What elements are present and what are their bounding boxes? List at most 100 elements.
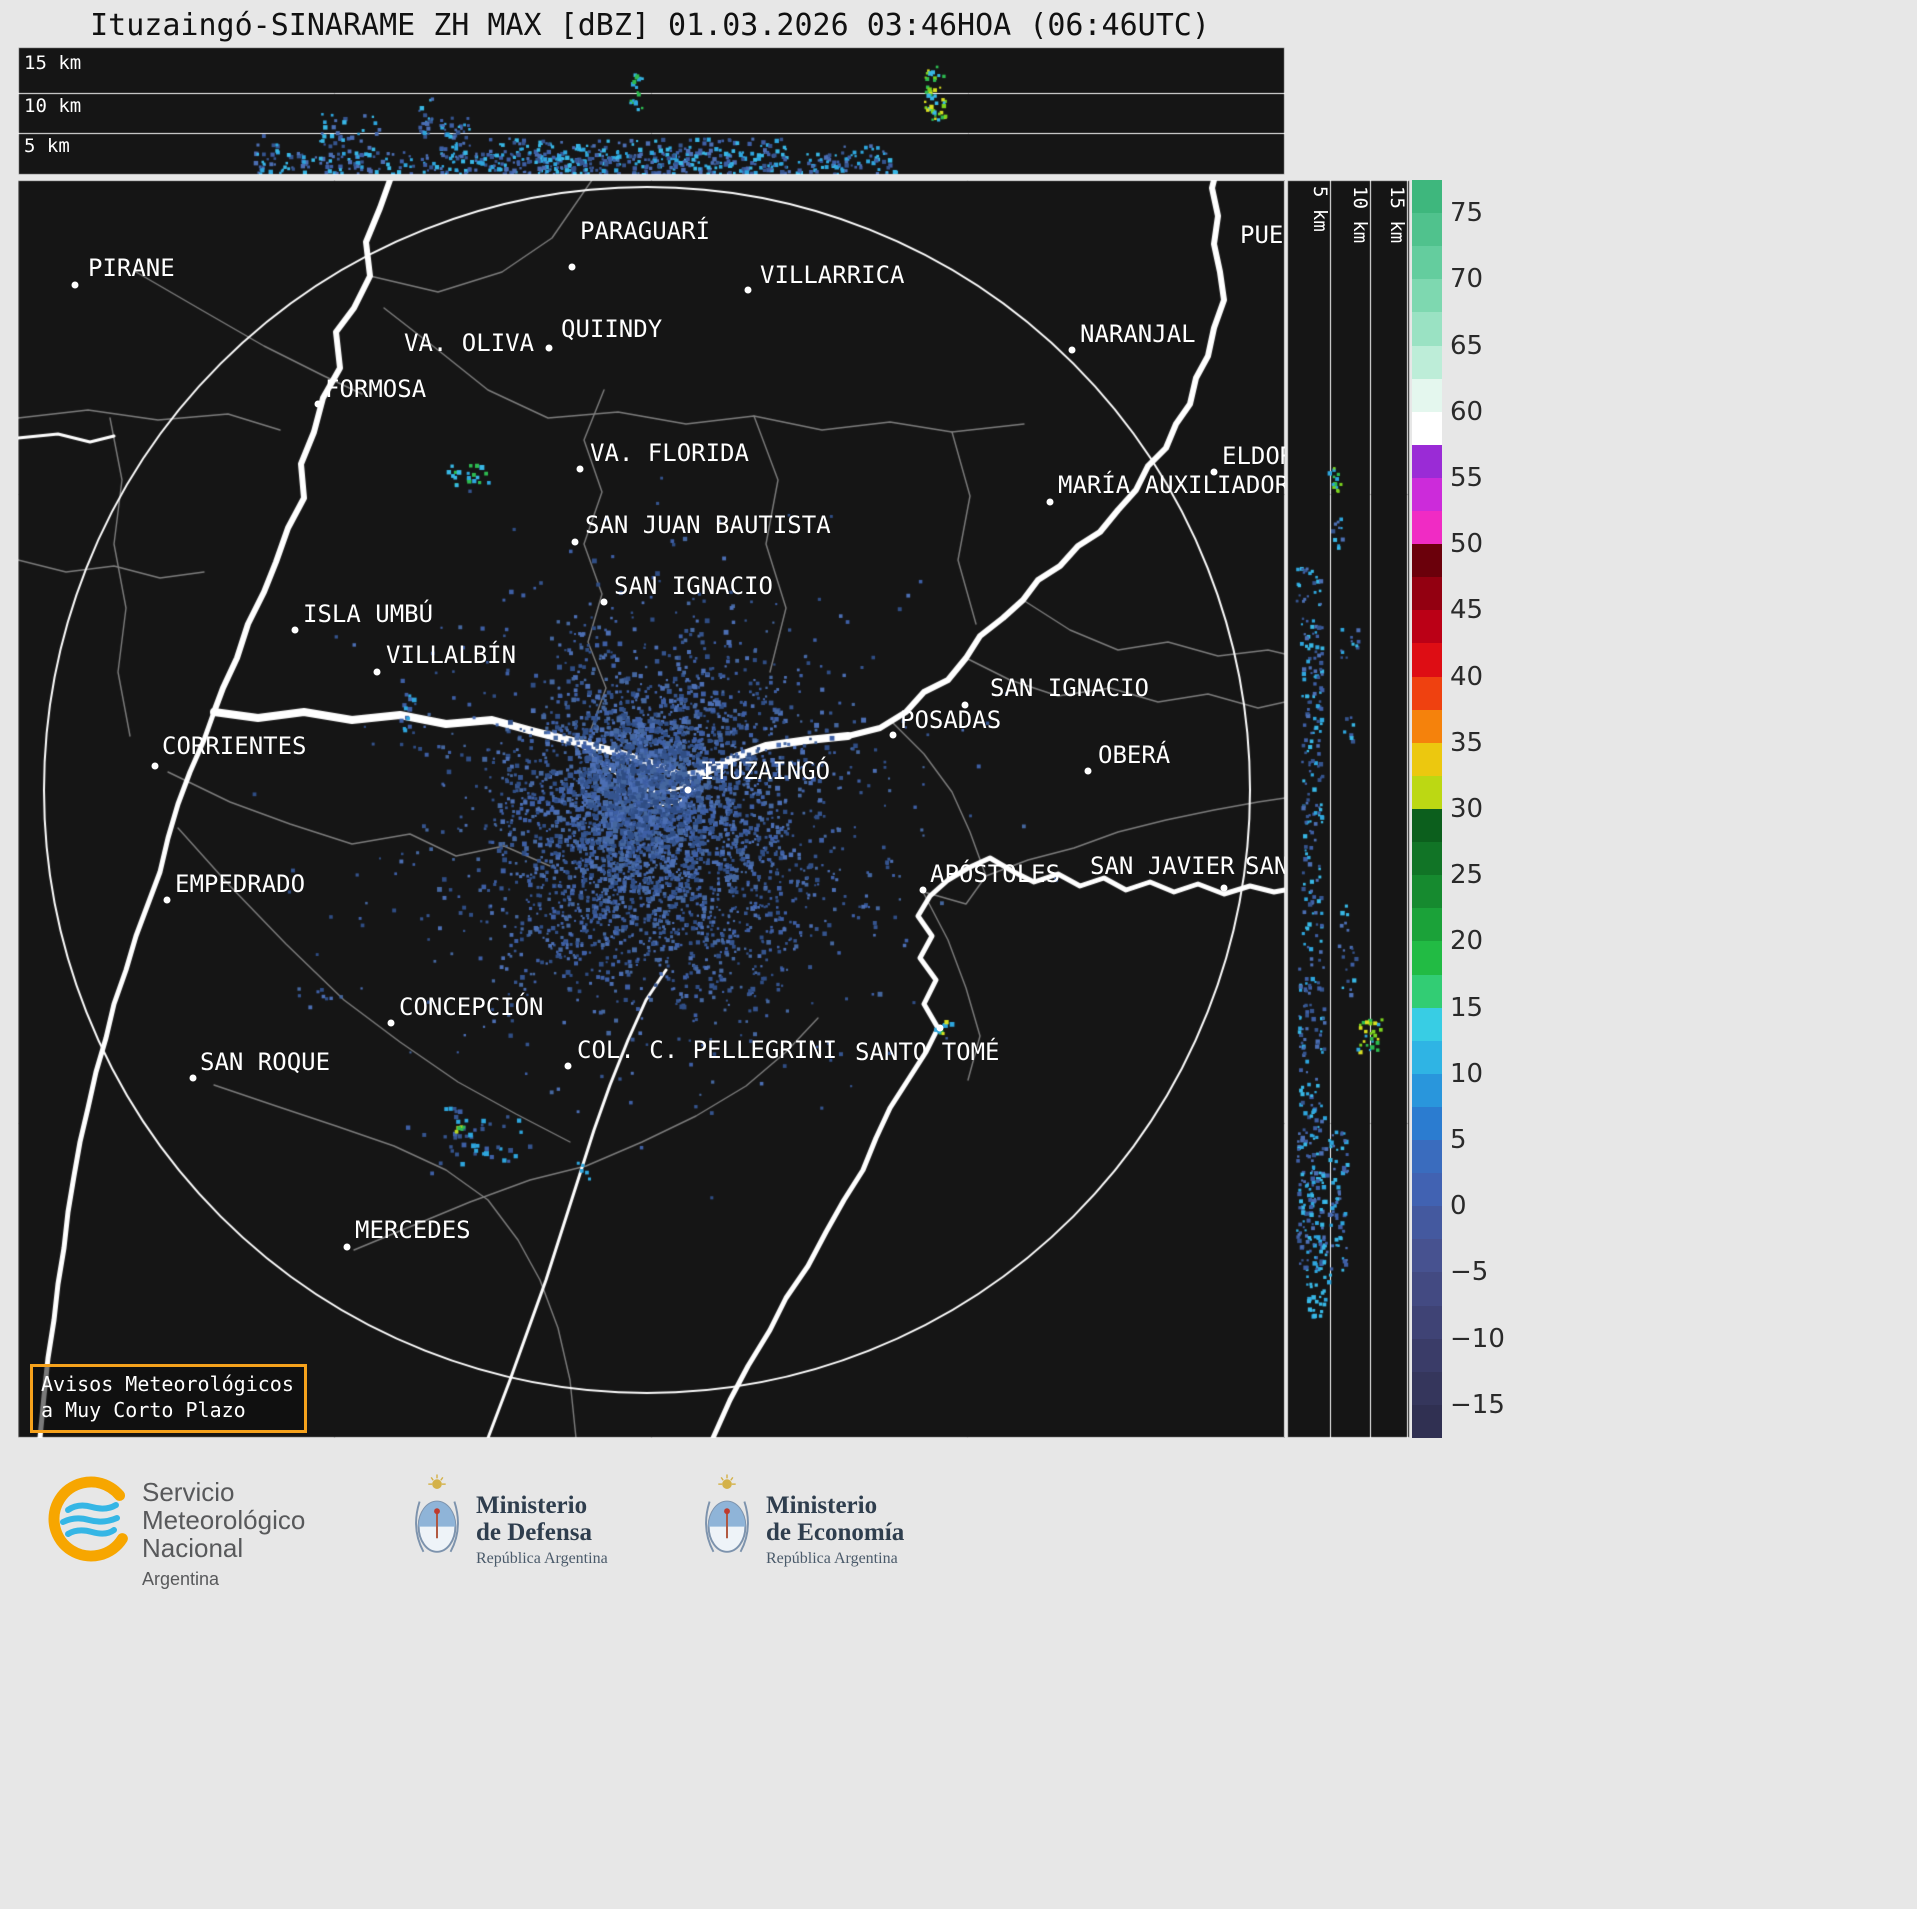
colorbar-cell — [1412, 1073, 1442, 1108]
colorbar-tick-label: 45 — [1450, 595, 1484, 626]
colorbar-cell — [1412, 279, 1442, 313]
city-dot — [576, 465, 584, 473]
colorbar-cell — [1412, 610, 1442, 644]
colorbar-cell — [1412, 1106, 1442, 1141]
colorbar-cell — [1412, 312, 1442, 346]
smn-wordmark: Servicio Meteorológico Nacional Argentin… — [142, 1478, 305, 1593]
altitude-label-5km: 5 km — [24, 135, 70, 157]
colorbar-tick-label: 75 — [1450, 198, 1484, 229]
colorbar-cell — [1412, 709, 1442, 744]
colorbar-cell — [1412, 1173, 1442, 1207]
colorbar-cell — [1412, 1272, 1442, 1307]
city-label: OBERÁ — [1098, 741, 1171, 769]
colorbar-cell — [1412, 941, 1442, 975]
defensa-subtitle: República Argentina — [476, 1550, 608, 1567]
city-label: FORMOSA — [325, 375, 427, 403]
advisory-line2: a Muy Corto Plazo — [41, 1398, 246, 1422]
city-label: SAN IGNACIO — [990, 674, 1149, 702]
ministerio-defensa-wordmark: Ministerio de Defensa República Argentin… — [476, 1492, 608, 1568]
colorbar-tick-label: 10 — [1450, 1058, 1484, 1089]
city-dot — [291, 626, 299, 634]
colorbar-cell — [1412, 180, 1442, 214]
economia-coat-of-arms-icon — [705, 1474, 749, 1553]
altitude-label-5km-vertical: 5 km — [1309, 186, 1331, 232]
city-dot — [564, 1062, 572, 1070]
colorbar-cell — [1412, 742, 1442, 777]
economia-subtitle: República Argentina — [766, 1550, 898, 1567]
advisory-box[interactable]: Avisos Meteorológicos a Muy Corto Plazo — [30, 1364, 307, 1433]
altitude-label-15km-vertical: 15 km — [1386, 186, 1408, 244]
colorbar-tick-label: 15 — [1450, 992, 1484, 1023]
city-dot — [600, 598, 608, 606]
city-label: VILLALBÍN — [386, 641, 517, 669]
colorbar-tick-label: −10 — [1450, 1323, 1505, 1354]
vertical-cross-section-right: 5 km 10 km 15 km — [1287, 180, 1410, 1438]
radar-map-canvas — [18, 180, 1285, 1438]
altitude-label-10km: 10 km — [24, 95, 82, 117]
city-label: SANTO TOMÉ — [855, 1038, 1000, 1066]
city-label: ISLA UMBÚ — [303, 600, 434, 628]
city-label: VILLARRICA — [760, 261, 905, 289]
colorbar-tick-label: −5 — [1450, 1257, 1489, 1288]
city-label: CONCEPCIÓN — [399, 993, 544, 1021]
colorbar-cell — [1412, 511, 1442, 545]
colorbar-cell — [1412, 1140, 1442, 1174]
city-label: ITUZAINGÓ — [700, 757, 831, 785]
city-dot — [545, 344, 553, 352]
colorbar-cell — [1412, 1007, 1442, 1042]
city-label: VA. FLORIDA — [590, 439, 749, 467]
city-label: PARAGUARÍ — [580, 217, 711, 245]
colorbar-cell — [1412, 1371, 1442, 1406]
colorbar-tick-label: 40 — [1450, 661, 1484, 692]
colorbar-cell — [1412, 775, 1442, 810]
colorbar-cell — [1412, 577, 1442, 611]
city-label: MARÍA AUXILIADORA — [1058, 471, 1285, 499]
colorbar-cell — [1412, 378, 1442, 413]
city-label: CORRIENTES — [162, 732, 307, 760]
city-dot — [151, 762, 159, 770]
advisory-line1: Avisos Meteorológicos — [41, 1372, 294, 1396]
altitude-label-15km: 15 km — [24, 52, 82, 74]
colorbar-cell — [1412, 1404, 1442, 1439]
colorbar-cell — [1412, 1305, 1442, 1340]
colorbar-cell — [1412, 809, 1442, 843]
city-label: SAN JAVIER — [1090, 852, 1235, 880]
colorbar-cell — [1412, 444, 1442, 479]
city-dot — [373, 668, 381, 676]
city-dot — [1210, 468, 1218, 476]
colorbar-tick-label: 5 — [1450, 1125, 1467, 1156]
smn-line3: Nacional — [142, 1533, 244, 1563]
city-label: VA. OLIVA — [404, 329, 535, 357]
colorbar-cell — [1412, 676, 1442, 711]
colorbar-cell — [1412, 345, 1442, 380]
colorbar-cell — [1412, 213, 1442, 247]
colorbar-cell — [1412, 1338, 1442, 1373]
colorbar-tick-label: 20 — [1450, 926, 1484, 957]
city-dot — [936, 1024, 944, 1032]
city-label: APÓSTOLES — [930, 860, 1061, 888]
city-dot — [71, 281, 79, 289]
smn-line2: Meteorológico — [142, 1505, 306, 1535]
city-label: SAN ROQUE — [200, 1048, 331, 1076]
product-title: Ituzaingó-SINARAME ZH MAX [dBZ] 01.03.20… — [90, 8, 1210, 43]
colorbar-tick-label: 65 — [1450, 330, 1484, 361]
smn-country: Argentina — [142, 1569, 220, 1589]
colorbar-cell — [1412, 1206, 1442, 1240]
city-dot — [961, 701, 969, 709]
city-dot — [189, 1074, 197, 1082]
ministerio-economia-wordmark: Ministerio de Economía República Argenti… — [766, 1492, 904, 1568]
altitude-label-10km-vertical: 10 km — [1349, 186, 1371, 244]
colorbar-cell — [1412, 411, 1442, 446]
colorbar-tick-label: 0 — [1450, 1191, 1467, 1222]
vertical-cross-section-top: 15 km 10 km 5 km — [18, 47, 1285, 175]
colorbar-cell — [1412, 1040, 1442, 1075]
city-dot — [1046, 498, 1054, 506]
city-dot — [1220, 884, 1228, 892]
city-dot — [163, 896, 171, 904]
city-dot — [919, 886, 927, 894]
radar-map: PIRANE PARAGUARÍ VILLARRICA QUIINDY VA. OLIV… — [18, 180, 1285, 1438]
economia-line1: Ministerio — [766, 1492, 878, 1519]
city-dot — [387, 1019, 395, 1027]
colorbar-cell — [1412, 875, 1442, 909]
